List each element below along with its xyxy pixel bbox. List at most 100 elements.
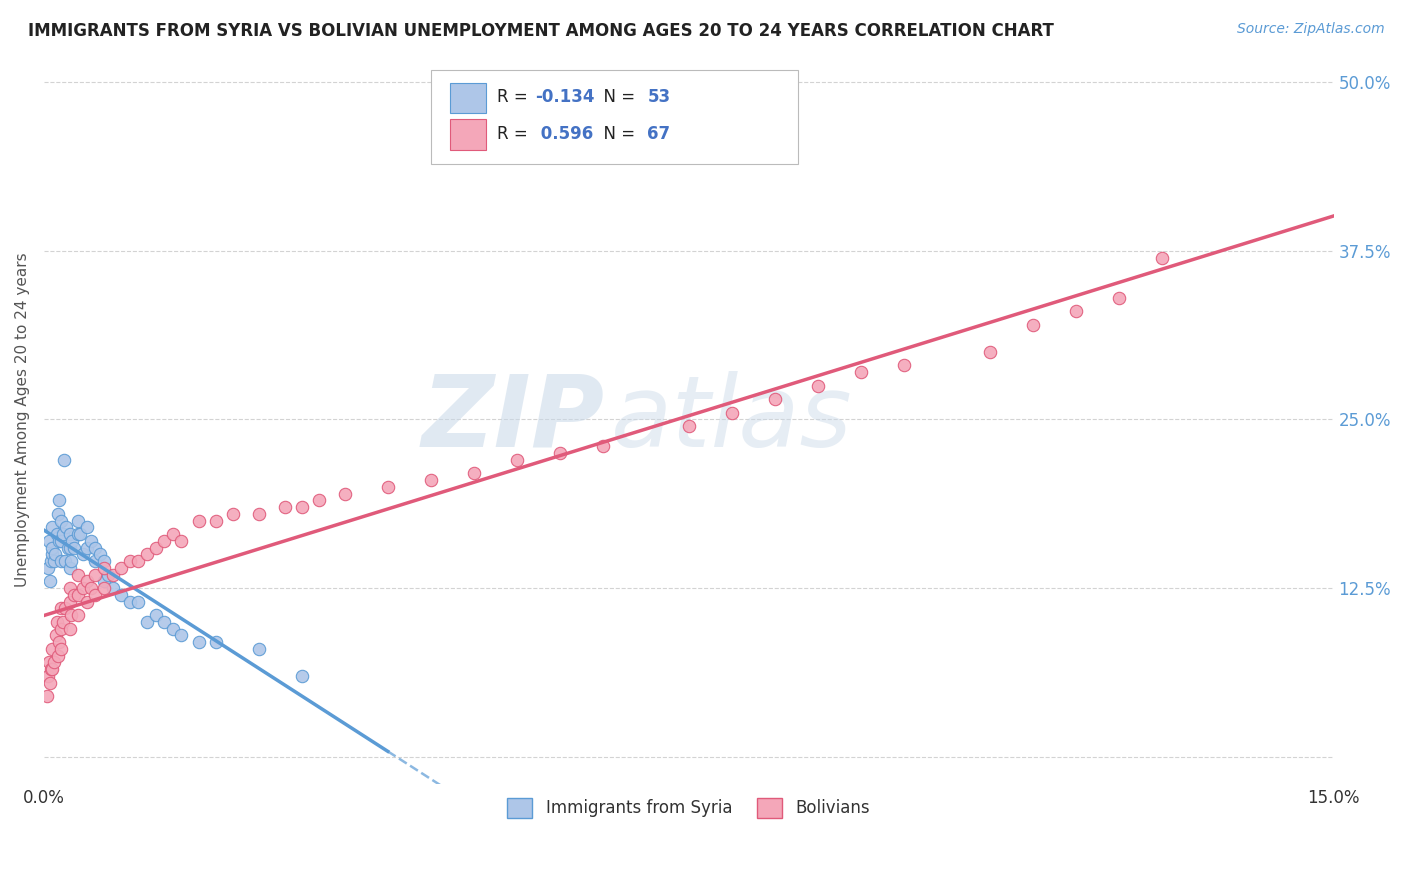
Point — [419, 473, 441, 487]
Point — [44, 655, 66, 669]
Point — [979, 345, 1001, 359]
Point — [37, 689, 59, 703]
Text: 0.596: 0.596 — [536, 125, 593, 143]
Point — [38, 675, 60, 690]
Point — [38, 574, 60, 589]
Point — [162, 527, 184, 541]
Point — [45, 628, 67, 642]
Point — [377, 480, 399, 494]
Point — [60, 554, 83, 568]
Point — [72, 581, 94, 595]
Point — [93, 554, 115, 568]
Point — [84, 541, 107, 555]
Point — [59, 541, 82, 555]
Point — [153, 615, 176, 629]
Point — [548, 446, 571, 460]
Point — [41, 641, 63, 656]
Point — [67, 567, 90, 582]
Point — [101, 581, 124, 595]
Point — [247, 507, 270, 521]
Point — [110, 588, 132, 602]
Point — [37, 669, 59, 683]
Point — [273, 500, 295, 515]
Point — [136, 547, 159, 561]
Point — [55, 520, 77, 534]
Text: N =: N = — [593, 88, 641, 106]
Point — [69, 527, 91, 541]
Point — [41, 662, 63, 676]
Point — [63, 588, 86, 602]
Point — [170, 628, 193, 642]
Point — [59, 581, 82, 595]
Bar — [450, 120, 486, 150]
Point — [67, 514, 90, 528]
Point — [291, 669, 314, 683]
Point — [55, 554, 77, 568]
Point — [67, 588, 90, 602]
Point — [763, 392, 786, 407]
Point — [59, 622, 82, 636]
Point — [187, 514, 209, 528]
Text: IMMIGRANTS FROM SYRIA VS BOLIVIAN UNEMPLOYMENT AMONG AGES 20 TO 24 YEARS CORRELA: IMMIGRANTS FROM SYRIA VS BOLIVIAN UNEMPL… — [28, 22, 1054, 40]
Point — [93, 581, 115, 595]
Point — [59, 527, 82, 541]
Point — [153, 533, 176, 548]
Point — [76, 520, 98, 534]
Legend: Immigrants from Syria, Bolivians: Immigrants from Syria, Bolivians — [499, 789, 879, 826]
Point — [89, 547, 111, 561]
Point — [893, 359, 915, 373]
Point — [46, 507, 69, 521]
Point — [44, 554, 66, 568]
Point — [63, 541, 86, 555]
Point — [97, 567, 120, 582]
Point — [162, 622, 184, 636]
Point — [56, 541, 79, 555]
Point — [84, 554, 107, 568]
Point — [506, 453, 529, 467]
Point — [247, 641, 270, 656]
Point — [93, 574, 115, 589]
Point — [205, 514, 228, 528]
Point — [39, 554, 62, 568]
Point — [48, 493, 70, 508]
Point — [145, 608, 167, 623]
Point — [67, 527, 90, 541]
Point — [52, 453, 75, 467]
Point — [463, 467, 485, 481]
Point — [49, 554, 72, 568]
Point — [45, 615, 67, 629]
Point — [1021, 318, 1043, 332]
Point — [60, 608, 83, 623]
Point — [37, 561, 59, 575]
Point — [41, 520, 63, 534]
Point — [127, 594, 149, 608]
Point — [592, 439, 614, 453]
Point — [308, 493, 330, 508]
Point — [170, 533, 193, 548]
Point — [76, 594, 98, 608]
Text: Source: ZipAtlas.com: Source: ZipAtlas.com — [1237, 22, 1385, 37]
Point — [93, 561, 115, 575]
Point — [44, 547, 66, 561]
Point — [76, 574, 98, 589]
Point — [48, 635, 70, 649]
Point — [187, 635, 209, 649]
Point — [38, 655, 60, 669]
Point — [678, 419, 700, 434]
Text: -0.134: -0.134 — [536, 88, 595, 106]
Point — [49, 601, 72, 615]
Point — [1108, 291, 1130, 305]
Point — [110, 561, 132, 575]
Point — [59, 561, 82, 575]
Point — [72, 547, 94, 561]
Text: ZIP: ZIP — [422, 371, 605, 468]
Text: N =: N = — [593, 125, 641, 143]
Point — [39, 662, 62, 676]
Point — [205, 635, 228, 649]
Point — [41, 541, 63, 555]
Point — [52, 527, 75, 541]
Text: 53: 53 — [647, 88, 671, 106]
Point — [118, 594, 141, 608]
Point — [84, 567, 107, 582]
Point — [60, 533, 83, 548]
